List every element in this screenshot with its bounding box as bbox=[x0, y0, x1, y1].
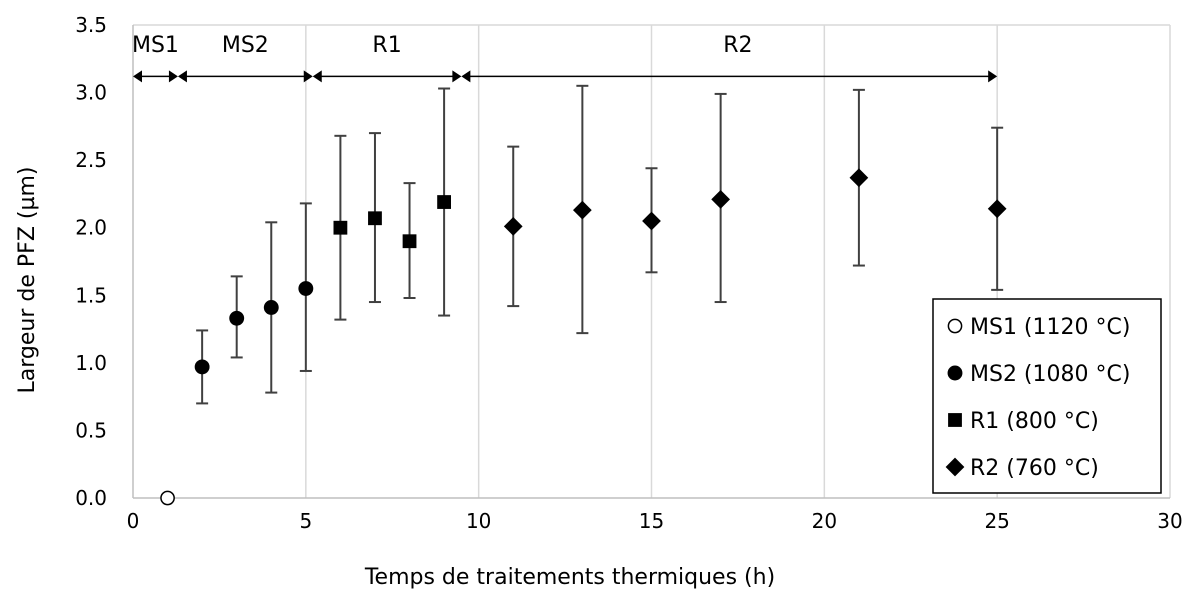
data-point bbox=[229, 275, 245, 359]
region-r2: R2 bbox=[461, 33, 998, 83]
marker-square bbox=[948, 413, 962, 427]
legend-label: MS1 (1120 °C) bbox=[970, 315, 1130, 340]
marker-diamond bbox=[987, 199, 1007, 219]
series-0 bbox=[160, 490, 175, 506]
region-arrowhead-right bbox=[303, 70, 313, 83]
region-arrowhead-left bbox=[177, 70, 187, 83]
region-r1: R1 bbox=[312, 33, 462, 83]
marker-open-circle bbox=[160, 490, 175, 506]
marker-circle bbox=[229, 310, 245, 326]
marker-diamond bbox=[503, 217, 523, 236]
marker-circle bbox=[298, 281, 314, 296]
data-point bbox=[194, 329, 210, 405]
data-point bbox=[263, 221, 279, 394]
y-tick-label: 1.0 bbox=[75, 351, 107, 375]
series-1 bbox=[194, 202, 314, 405]
region-arrowhead-right bbox=[988, 70, 998, 83]
region-label: R1 bbox=[372, 33, 401, 58]
x-tick-label: 20 bbox=[812, 509, 837, 533]
region-arrowhead-left bbox=[461, 70, 471, 83]
data-series bbox=[160, 84, 1007, 506]
legend-item: MS2 (1080 °C) bbox=[947, 362, 1130, 387]
y-axis-title: Largeur de PFZ (µm) bbox=[15, 167, 40, 394]
data-point bbox=[503, 145, 523, 308]
data-point bbox=[642, 167, 661, 274]
legend-label: MS2 (1080 °C) bbox=[970, 362, 1130, 387]
region-ms1: MS1 bbox=[132, 33, 179, 83]
marker-diamond bbox=[573, 200, 592, 220]
marker-square bbox=[333, 220, 348, 235]
data-point bbox=[987, 126, 1007, 291]
region-annotations: MS1 MS2 R1 R2 bbox=[132, 33, 998, 83]
x-axis-title: Temps de traitements thermiques (h) bbox=[364, 565, 775, 590]
x-tick-label: 25 bbox=[984, 509, 1009, 533]
region-arrowhead-right bbox=[452, 70, 462, 83]
marker-square bbox=[368, 211, 382, 226]
x-tick-label: 30 bbox=[1157, 509, 1182, 533]
data-point bbox=[368, 132, 382, 304]
marker-open-circle bbox=[947, 318, 963, 334]
marker-circle bbox=[194, 359, 210, 375]
data-point bbox=[849, 88, 869, 267]
y-tick-label: 1.5 bbox=[75, 283, 107, 307]
region-label: R2 bbox=[723, 33, 752, 58]
region-label: MS1 bbox=[132, 33, 179, 58]
data-point bbox=[333, 134, 348, 321]
x-tick-label: 10 bbox=[466, 509, 491, 533]
y-tick-label: 2.5 bbox=[75, 148, 107, 172]
region-arrowhead-left bbox=[133, 70, 142, 83]
marker-square bbox=[437, 195, 451, 209]
data-point bbox=[437, 87, 451, 317]
legend-label: R2 (760 °C) bbox=[970, 456, 1099, 481]
region-label: MS2 bbox=[222, 33, 269, 58]
series-3 bbox=[503, 84, 1007, 335]
y-tick-label: 3.0 bbox=[75, 81, 107, 105]
x-tick-label: 5 bbox=[299, 509, 312, 533]
legend-item: MS1 (1120 °C) bbox=[947, 315, 1130, 340]
x-tick-label: 15 bbox=[639, 509, 664, 533]
data-point bbox=[402, 182, 417, 299]
marker-circle bbox=[947, 365, 963, 381]
x-tick-label: 0 bbox=[127, 509, 140, 533]
data-point bbox=[298, 202, 314, 372]
y-tick-label: 2.0 bbox=[75, 216, 107, 240]
marker-square bbox=[402, 234, 417, 249]
marker-diamond bbox=[711, 189, 730, 209]
y-tick-label: 0.0 bbox=[75, 486, 107, 510]
axes: 0 5 10 15 20 25 30 0.0 0.5 1.0 1.5 2.0 2.5 3.0 3.5 bbox=[75, 13, 1183, 533]
data-point bbox=[160, 490, 175, 506]
legend-label: R1 (800 °C) bbox=[970, 409, 1099, 434]
region-arrowhead-right bbox=[168, 70, 178, 83]
series-2 bbox=[333, 87, 451, 321]
marker-diamond bbox=[945, 457, 965, 477]
marker-diamond bbox=[849, 168, 869, 188]
marker-diamond bbox=[642, 211, 661, 231]
legend-item: R2 (760 °C) bbox=[945, 456, 1099, 481]
region-ms2: MS2 bbox=[177, 33, 313, 83]
region-arrowhead-left bbox=[312, 70, 322, 83]
y-tick-label: 0.5 bbox=[75, 418, 107, 442]
legend-box bbox=[932, 298, 1162, 494]
legend: MS1 (1120 °C) MS2 (1080 °C) R1 (800 °C) R2 … bbox=[932, 298, 1162, 494]
data-point bbox=[573, 84, 592, 335]
marker-circle bbox=[263, 300, 279, 315]
legend-item: R1 (800 °C) bbox=[948, 409, 1099, 434]
y-tick-label: 3.5 bbox=[75, 13, 107, 37]
data-point bbox=[711, 92, 730, 304]
